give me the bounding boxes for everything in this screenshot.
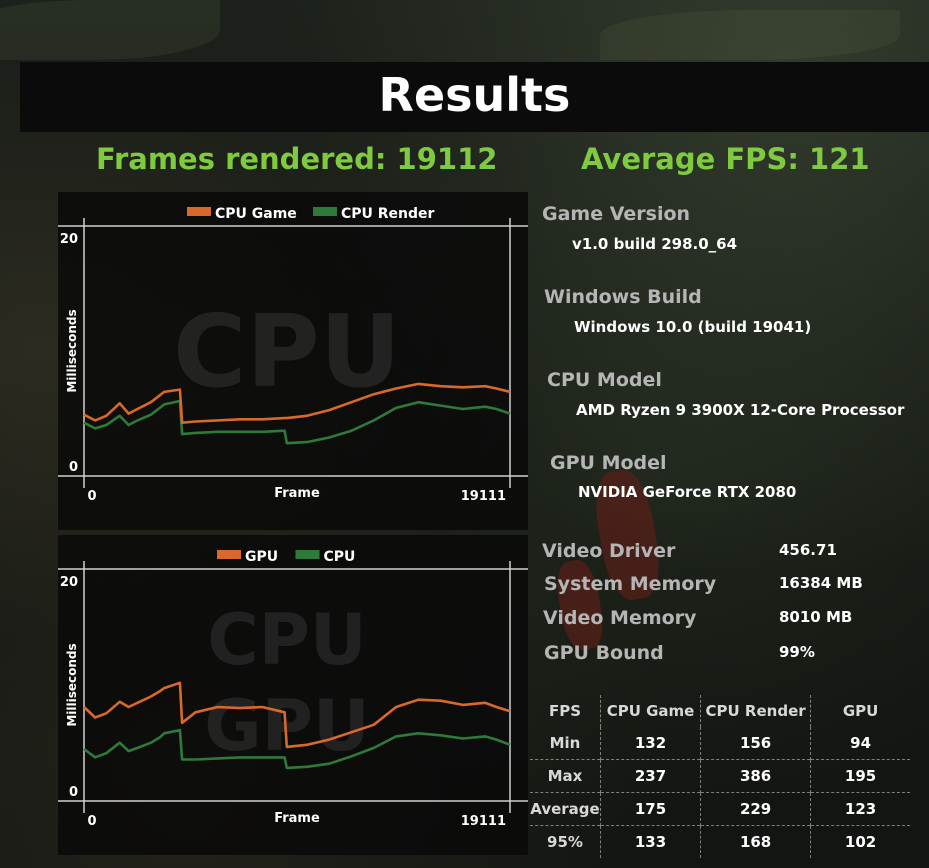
column-header: GPU xyxy=(810,695,910,727)
legend-label: CPU Game xyxy=(215,206,297,222)
chart-background xyxy=(58,192,528,530)
table-row: Average 175 229 123 xyxy=(530,792,910,826)
background-flower xyxy=(552,557,608,653)
game-version-value: v1.0 build 298.0_64 xyxy=(572,235,738,253)
table-cell: 175 xyxy=(599,792,701,826)
cpu-model-label: CPU Model xyxy=(547,369,662,391)
table-cell: 229 xyxy=(700,792,811,826)
row-label: Max xyxy=(530,759,601,793)
table-cell: 123 xyxy=(810,792,910,826)
x-tick-label: 0 xyxy=(87,814,96,829)
system-memory-label: System Memory xyxy=(544,573,717,595)
table-cell: 195 xyxy=(810,759,910,793)
gpu-frametime-chart: CPU GPU GPU CPU 20 0 0 19111 Frame Milliseconds xyxy=(58,535,528,855)
y-axis-label: Milliseconds xyxy=(65,309,79,392)
y-axis-label: Milliseconds xyxy=(65,643,79,726)
table-cell: 386 xyxy=(700,759,811,793)
average-fps: Average FPS: 121 xyxy=(581,142,870,176)
table-cell: 168 xyxy=(700,825,811,858)
y-tick-label: 20 xyxy=(60,232,78,247)
cpu-frametime-chart: CPU CPU Game CPU Render 20 0 0 19111 Frame Milli… xyxy=(58,192,528,530)
x-axis-label: Frame xyxy=(274,486,320,501)
table-cell: 156 xyxy=(700,727,811,760)
title-bar: Results xyxy=(20,62,929,132)
series-line xyxy=(83,681,511,749)
page-title: Results xyxy=(378,68,571,122)
x-tick-label: 19111 xyxy=(461,489,506,504)
video-driver-label: Video Driver xyxy=(542,540,676,562)
table-cell: 237 xyxy=(599,759,701,793)
background-foliage xyxy=(0,0,220,60)
legend-swatch xyxy=(295,550,320,559)
table-cell: 94 xyxy=(810,727,910,760)
gpu-bound-label: GPU Bound xyxy=(544,642,664,664)
x-tick-label: 0 xyxy=(87,489,96,504)
row-label: 95% xyxy=(530,825,601,858)
video-memory-label: Video Memory xyxy=(543,607,697,629)
chart-watermark: GPU xyxy=(204,685,370,767)
gpu-model-label: GPU Model xyxy=(550,452,667,474)
legend-swatch xyxy=(313,207,337,216)
table-cell: 132 xyxy=(599,727,701,760)
y-tick-label: 0 xyxy=(69,460,78,475)
legend-label: GPU xyxy=(245,549,278,565)
chart-watermark: CPU xyxy=(207,599,367,681)
gpu-bound-value: 99% xyxy=(779,643,815,661)
column-header: CPU Render xyxy=(700,695,811,727)
table-row: Max 237 386 195 xyxy=(530,759,910,793)
legend-label: CPU Render xyxy=(341,206,435,222)
series-line xyxy=(83,728,511,770)
game-version-label: Game Version xyxy=(542,203,691,225)
chart-svg: CPU CPU Game CPU Render 20 00 19111 Frame Milli… xyxy=(58,192,528,530)
windows-build-label: Windows Build xyxy=(544,286,702,308)
table-cell: 133 xyxy=(599,825,701,858)
y-tick-label: 0 xyxy=(69,785,78,800)
gpu-model-value: NVIDIA GeForce RTX 2080 xyxy=(578,483,797,501)
y-tick-label: 20 xyxy=(60,575,78,590)
column-header: FPS xyxy=(548,702,582,720)
series-line xyxy=(83,399,511,445)
table-cell: 102 xyxy=(810,825,910,858)
x-axis-label: Frame xyxy=(274,811,320,826)
windows-build-value: Windows 10.0 (build 19041) xyxy=(574,318,812,336)
cpu-model-value: AMD Ryzen 9 3900X 12-Core Processor xyxy=(576,401,905,419)
row-label: Average xyxy=(530,792,601,826)
table-header-row: FPS CPU Game CPU Render GPU xyxy=(530,695,910,727)
series-line xyxy=(83,382,511,424)
fps-stats-table: FPS CPU Game CPU Render GPU Min 132 156 … xyxy=(530,695,910,858)
x-tick-label: 19111 xyxy=(461,814,506,829)
chart-watermark: CPU xyxy=(173,293,401,410)
frames-rendered: Frames rendered: 19112 xyxy=(96,142,498,176)
row-label: Min xyxy=(549,734,581,752)
background-foliage xyxy=(600,10,900,60)
legend-swatch xyxy=(217,550,241,559)
system-memory-value: 16384 MB xyxy=(779,574,863,592)
table-row: 95% 133 168 102 xyxy=(530,825,910,858)
video-memory-value: 8010 MB xyxy=(779,608,853,626)
legend-swatch xyxy=(187,207,211,216)
column-header: CPU Game xyxy=(599,695,701,727)
legend-label: CPU xyxy=(324,549,356,565)
video-driver-value: 456.71 xyxy=(779,541,837,559)
table-row: Min 132 156 94 xyxy=(530,727,910,760)
